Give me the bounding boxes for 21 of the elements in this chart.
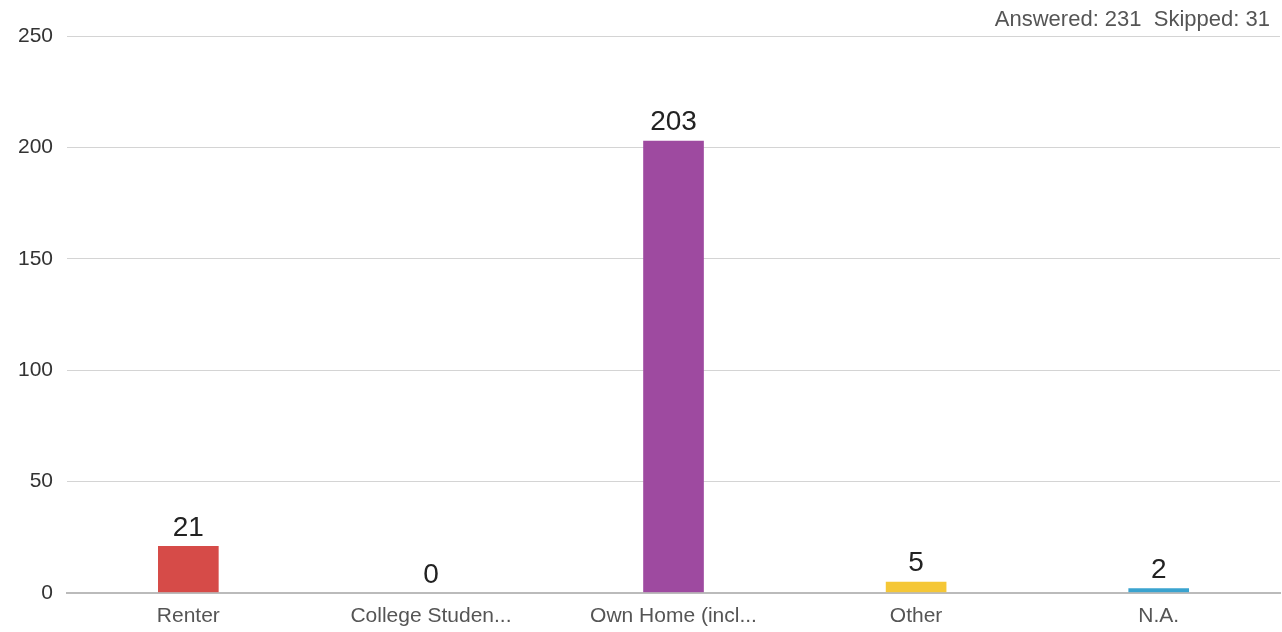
bar [158,546,219,593]
bar [885,581,947,593]
data-label: 5 [908,546,924,578]
data-label: 203 [650,105,697,137]
x-tick-label: College Studen... [350,603,512,627]
bar [1128,588,1190,593]
x-tick-label: Renter [156,603,220,627]
y-tick-label: 200 [17,134,54,158]
x-tick-label: Own Home (incl... [590,603,757,627]
x-tick-label: N.A. [1138,603,1180,627]
x-tick-label: Other [889,603,943,627]
y-tick-label: 250 [17,22,54,46]
y-tick-label: 150 [17,245,54,269]
y-tick-label: 50 [29,468,54,492]
bar [643,140,704,593]
data-label: 2 [1150,553,1167,585]
data-label: 0 [423,557,439,589]
data-label: 21 [172,510,204,542]
text: Answered: 231 Skipped: 31 [994,6,1270,32]
y-tick-label: 100 [17,356,54,380]
y-tick-label: 0 [41,579,54,603]
